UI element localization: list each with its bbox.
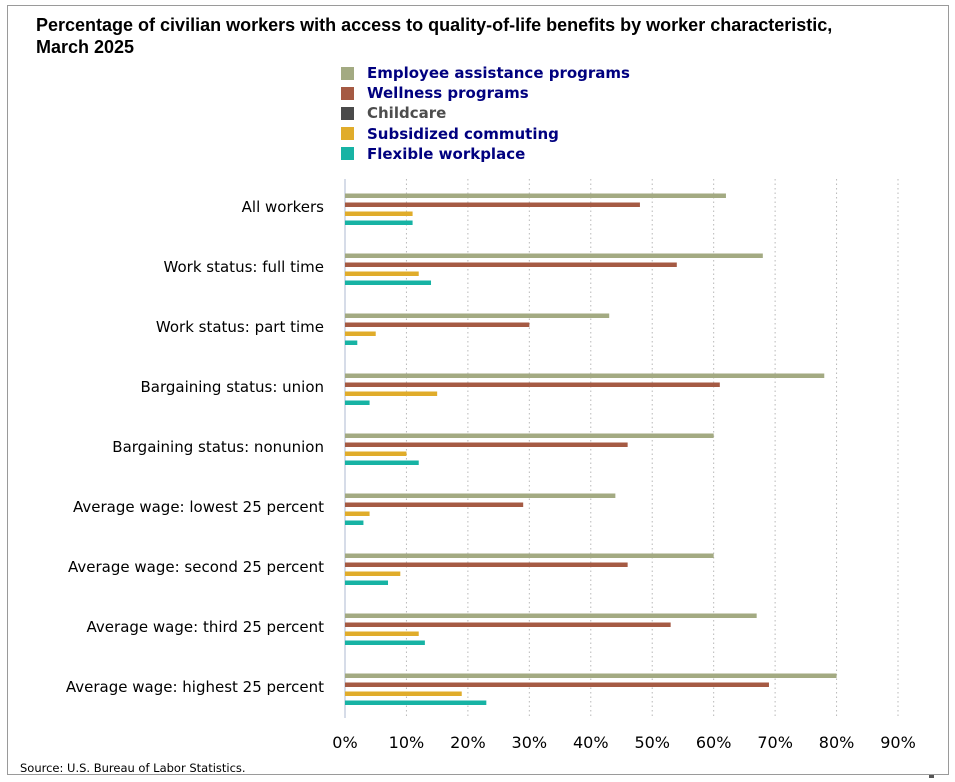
bar-bargaining-status-nonunion-wellness-programs [345,442,628,447]
bar-all-workers-flexible-workplace [345,220,413,225]
category-label-average-wage-lowest-25-percent: Average wage: lowest 25 percent [73,498,324,516]
bar-bargaining-status-union-flexible-workplace [345,400,370,405]
legend-swatch-employee-assistance-programs [341,66,354,80]
bar-average-wage-highest-25-percent-wellness-programs [345,682,769,687]
bar-average-wage-third-25-percent-flexible-workplace [345,640,425,645]
legend-swatch-subsidized-commuting [341,127,354,141]
x-tick-label-0: 0% [332,733,357,752]
x-tick-label-90: 90% [880,733,916,752]
bar-bargaining-status-union-employee-assistance-programs [345,373,825,378]
legend-label-employee-assistance-programs: Employee assistance programs [367,64,630,83]
category-label-work-status-part-time: Work status: part time [156,318,324,336]
x-tick-label-10: 10% [389,733,425,752]
bar-bargaining-status-nonunion-subsidized-commuting [345,451,407,456]
bar-work-status-full-time-wellness-programs [345,262,677,267]
legend-item-flexible-workplace[interactable]: Flexible workplace [341,144,630,164]
category-label-average-wage-third-25-percent: Average wage: third 25 percent [87,618,325,636]
category-label-average-wage-highest-25-percent: Average wage: highest 25 percent [66,678,324,696]
bar-all-workers-subsidized-commuting [345,211,413,216]
bar-work-status-part-time-subsidized-commuting [345,331,376,336]
x-tick-label-30: 30% [512,733,548,752]
x-tick-label-70: 70% [757,733,793,752]
category-label-all-workers: All workers [242,198,325,216]
legend-item-employee-assistance-programs[interactable]: Employee assistance programs [341,63,630,83]
bar-all-workers-employee-assistance-programs [345,193,726,198]
bar-average-wage-third-25-percent-employee-assistance-programs [345,613,757,618]
bar-work-status-full-time-flexible-workplace [345,280,432,285]
bar-average-wage-lowest-25-percent-wellness-programs [345,502,524,507]
legend-swatch-childcare [341,106,354,120]
bar-average-wage-second-25-percent-wellness-programs [345,562,628,567]
category-label-bargaining-status-nonunion: Bargaining status: nonunion [112,438,324,456]
x-tick-label-60: 60% [696,733,732,752]
legend-swatch-flexible-workplace [341,147,354,161]
bar-all-workers-wellness-programs [345,202,640,207]
bar-average-wage-lowest-25-percent-flexible-workplace [345,520,364,525]
chart-title: Percentage of civilian workers with acce… [36,14,916,58]
bar-average-wage-second-25-percent-subsidized-commuting [345,571,401,576]
legend-item-wellness-programs[interactable]: Wellness programs [341,83,630,103]
legend-swatch-wellness-programs [341,86,354,100]
x-tick-label-50: 50% [634,733,670,752]
category-label-average-wage-second-25-percent: Average wage: second 25 percent [68,558,324,576]
legend-label-flexible-workplace: Flexible workplace [367,144,526,163]
bar-average-wage-lowest-25-percent-subsidized-commuting [345,511,370,516]
bar-bargaining-status-union-subsidized-commuting [345,391,438,396]
bar-bargaining-status-union-wellness-programs [345,382,720,387]
resize-handle[interactable] [929,775,934,778]
x-tick-label-20: 20% [450,733,486,752]
bar-average-wage-highest-25-percent-flexible-workplace [345,700,487,705]
legend-item-subsidized-commuting[interactable]: Subsidized commuting [341,124,630,144]
legend-label-subsidized-commuting: Subsidized commuting [367,124,559,143]
legend-item-childcare[interactable]: Childcare [341,103,630,123]
bar-average-wage-highest-25-percent-subsidized-commuting [345,691,462,696]
category-label-work-status-full-time: Work status: full time [164,258,324,276]
bar-work-status-part-time-wellness-programs [345,322,530,327]
bar-work-status-full-time-subsidized-commuting [345,271,419,276]
bar-average-wage-third-25-percent-wellness-programs [345,622,671,627]
bar-average-wage-third-25-percent-subsidized-commuting [345,631,419,636]
bar-work-status-part-time-flexible-workplace [345,340,358,345]
chart-frame [7,5,949,775]
category-label-bargaining-status-union: Bargaining status: union [140,378,324,396]
bar-bargaining-status-nonunion-employee-assistance-programs [345,433,714,438]
bar-average-wage-lowest-25-percent-employee-assistance-programs [345,493,616,498]
source-note: Source: U.S. Bureau of Labor Statistics. [20,761,246,775]
chart-legend: Employee assistance programs Wellness pr… [341,63,630,164]
chart-title-line-2: March 2025 [36,37,135,57]
bar-work-status-part-time-employee-assistance-programs [345,313,610,318]
legend-label-childcare: Childcare [367,104,447,123]
x-tick-label-40: 40% [573,733,609,752]
bar-average-wage-highest-25-percent-employee-assistance-programs [345,673,837,678]
chart-title-line-1: Percentage of civilian workers with acce… [36,15,833,35]
legend-label-wellness-programs: Wellness programs [367,84,529,103]
bar-average-wage-second-25-percent-employee-assistance-programs [345,553,714,558]
bar-work-status-full-time-employee-assistance-programs [345,253,763,258]
bar-bargaining-status-nonunion-flexible-workplace [345,460,419,465]
bar-average-wage-second-25-percent-flexible-workplace [345,580,389,585]
x-tick-label-80: 80% [819,733,855,752]
